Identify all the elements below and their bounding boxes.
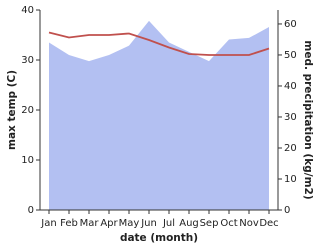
y2-axis-title: med. precipitation (kg/m2) bbox=[302, 40, 314, 199]
y2-tick-label: 0 bbox=[284, 205, 290, 216]
x-tick-label: Jan bbox=[40, 218, 56, 229]
x-tick-label: May bbox=[119, 218, 140, 229]
y-tick-label: 30 bbox=[21, 55, 34, 66]
y2-tick-label: 30 bbox=[284, 112, 297, 123]
y2-tick-label: 20 bbox=[284, 143, 297, 154]
x-tick-label: Jul bbox=[162, 218, 175, 229]
precipitation-area bbox=[49, 20, 269, 211]
x-tick-label: Mar bbox=[80, 218, 100, 229]
y-tick-label: 10 bbox=[21, 155, 34, 166]
y2-tick-label: 40 bbox=[284, 81, 297, 92]
x-tick-label: Nov bbox=[239, 218, 259, 229]
y2-tick-label: 60 bbox=[284, 19, 297, 30]
temperature-line bbox=[48, 31, 270, 56]
y-tick-label: 40 bbox=[21, 5, 34, 16]
x-tick-label: Feb bbox=[60, 218, 78, 229]
y-tick-label: 0 bbox=[28, 205, 34, 216]
x-axis-title: date (month) bbox=[120, 232, 198, 244]
y2-tick-label: 10 bbox=[284, 174, 297, 185]
x-tick-label: Jun bbox=[140, 218, 157, 229]
x-tick-label: Apr bbox=[100, 218, 118, 229]
x-tick-label: Sep bbox=[200, 218, 219, 229]
x-tick-label: Dec bbox=[259, 218, 278, 229]
y2-tick-label: 50 bbox=[284, 50, 297, 61]
x-tick-label: Aug bbox=[179, 218, 199, 229]
plot bbox=[48, 20, 270, 211]
y-axis-title: max temp (C) bbox=[6, 70, 18, 150]
y-tick-label: 20 bbox=[21, 105, 34, 116]
x-tick-label: Oct bbox=[220, 218, 237, 229]
